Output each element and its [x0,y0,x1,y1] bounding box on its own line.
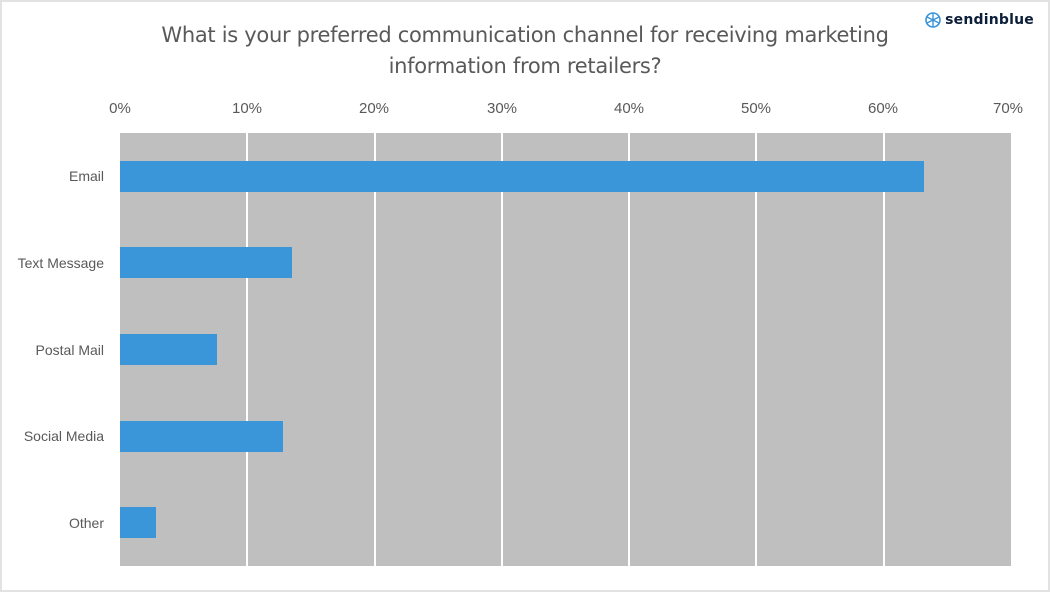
x-tick-50: 50% [740,100,772,117]
category-label: Other [68,514,104,531]
gridline [373,133,376,566]
gridline [500,133,503,566]
x-tick-10: 10% [231,100,263,117]
x-tick-20: 20% [358,100,390,117]
gridline [246,133,249,566]
chart-title-line-1: What is your preferred communication cha… [161,23,889,47]
gridline [882,133,885,566]
category-label: Social Media [23,428,104,445]
x-tick-40: 40% [613,100,645,117]
bar-other [120,507,156,539]
chart-title-line-2: information from retailers? [388,54,662,78]
category-label: Email [68,168,104,185]
x-tick-30: 30% [486,100,518,117]
bar-email [120,160,925,192]
brand-name: sendinblue [945,12,1034,28]
chart-title: What is your preferred communication cha… [100,20,950,82]
gridline [628,133,631,566]
x-tick-60: 60% [867,100,899,117]
brand-logo: sendinblue [925,12,1034,28]
plot-area [120,133,1011,566]
bar-text-message [120,247,292,279]
sendinblue-logo-icon [925,12,941,28]
x-tick-0: 0% [109,100,131,117]
bar-social-media [120,420,283,452]
category-label: Postal Mail [35,341,104,358]
bar-postal-mail [120,334,217,365]
x-axis-ticks: 0% 10% 20% 30% 40% 50% 60% 70% [0,100,1050,120]
category-label: Text Message [17,254,104,271]
x-tick-70: 70% [992,100,1024,117]
gridline [755,133,758,566]
